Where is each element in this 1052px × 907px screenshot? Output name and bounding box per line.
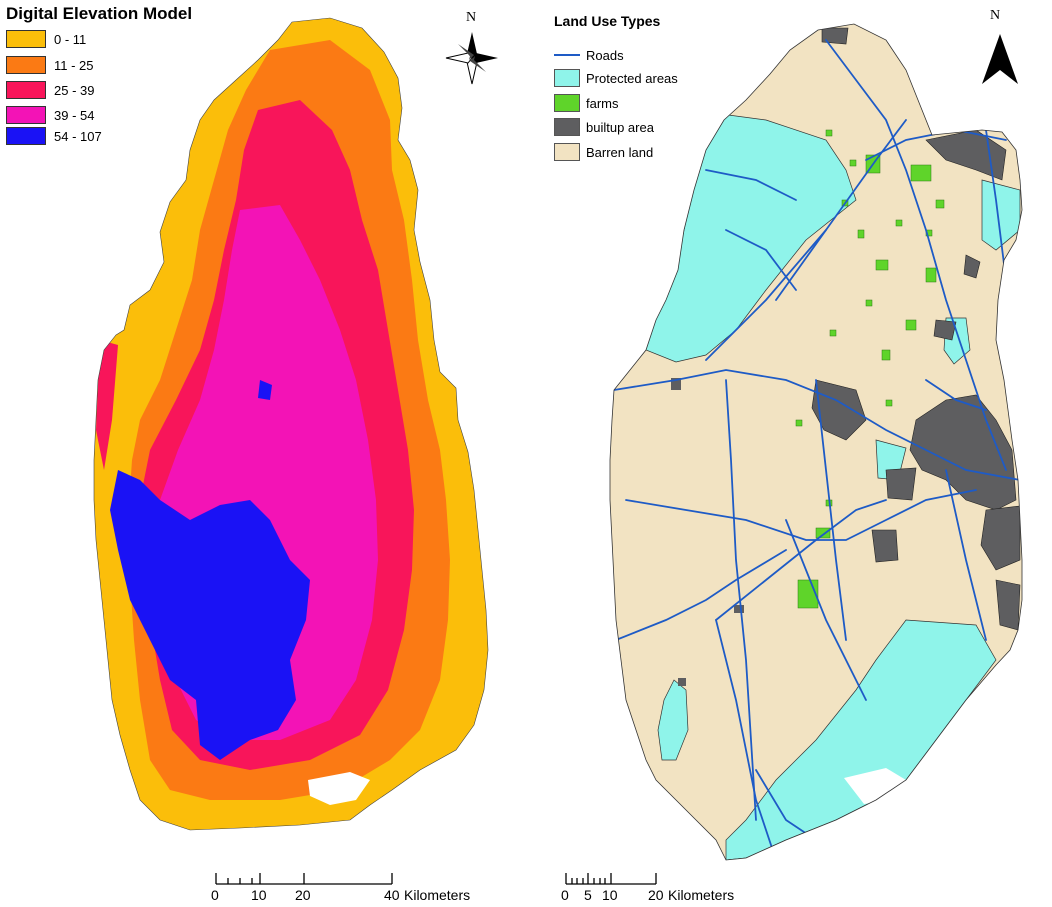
dem-legend-label: 0 - 11 — [54, 31, 87, 47]
landuse-builtup-doha — [909, 394, 1017, 511]
dem-legend-swatch — [6, 106, 46, 124]
landuse-scale-tick-0: 0 — [561, 887, 569, 903]
dem-scale-tick-0: 0 — [211, 887, 219, 903]
landuse-north-label: N — [990, 8, 1001, 23]
dem-scale-bar — [215, 873, 393, 885]
dem-legend-item: 25 - 39 — [6, 81, 94, 99]
landuse-scale-bar — [565, 873, 657, 885]
landuse-scale-tick-5: 5 — [584, 887, 592, 903]
landuse-scale-unit: Kilometers — [668, 887, 735, 903]
landuse-legend-swatch — [554, 69, 580, 87]
landuse-scale-tick-10: 10 — [602, 887, 618, 903]
landuse-builtup-area — [734, 605, 744, 613]
landuse-legend-item-barren: Barren land — [554, 143, 653, 161]
dem-legend-swatch — [6, 56, 46, 74]
road-line-icon — [554, 46, 580, 64]
dem-legend-label: 11 - 25 — [54, 57, 94, 73]
dem-legend-label: 39 - 54 — [54, 107, 95, 123]
landuse-scale-tick-20: 20 — [648, 887, 664, 903]
dem-class-54-107 — [110, 470, 310, 760]
landuse-builtup-area — [995, 579, 1021, 631]
landuse-legend-swatch — [554, 143, 580, 161]
dem-legend-label: 25 - 39 — [54, 82, 95, 98]
dem-legend-item: 39 - 54 — [6, 106, 94, 124]
landuse-north-arrow-icon — [982, 34, 1018, 84]
landuse-legend-label: builtup area — [586, 119, 654, 135]
landuse-legend-item-protected: Protected areas — [554, 69, 678, 87]
dem-west-ridge — [96, 340, 118, 470]
dem-map-panel: Digital Elevation Model 0 - 11 11 - 25 2… — [6, 4, 498, 903]
dem-khor-al-adaid-bay — [308, 772, 370, 805]
landuse-roads — [613, 39, 1021, 860]
dem-legend-swatch — [6, 127, 46, 145]
landuse-builtup-area — [671, 378, 681, 390]
landuse-builtup-area — [871, 529, 899, 563]
landuse-map — [565, 23, 1023, 885]
dem-scale-tick-40: 40 — [384, 887, 400, 903]
dem-legend-swatch — [6, 81, 46, 99]
landuse-legend-swatch — [554, 118, 580, 136]
dem-highpoint-patch — [258, 380, 272, 400]
landuse-protected-area-southwest — [657, 679, 689, 761]
landuse-legend-label: Protected areas — [586, 70, 678, 86]
dem-scale-tick-10: 10 — [251, 887, 267, 903]
landuse-builtup-area — [963, 254, 981, 279]
dem-legend-item: 0 - 11 — [6, 30, 86, 48]
dem-scale-unit: Kilometers — [404, 887, 471, 903]
dem-scale-tick-20: 20 — [295, 887, 311, 903]
landuse-legend-item-builtup: builtup area — [554, 118, 654, 136]
landuse-builtup-area — [980, 505, 1021, 571]
dem-legend-label: 54 - 107 — [54, 128, 102, 144]
landuse-legend-label: Barren land — [586, 144, 654, 160]
landuse-builtup-area — [678, 678, 686, 686]
landuse-builtup-area — [933, 319, 957, 341]
landuse-protected-area-northeast — [981, 179, 1021, 251]
landuse-legend-label: Roads — [586, 47, 624, 63]
landuse-legend-swatch — [554, 94, 580, 112]
dem-north-label: N — [466, 10, 477, 25]
dem-legend-item: 54 - 107 — [6, 127, 102, 145]
dem-north-arrow-icon — [445, 32, 498, 85]
landuse-legend-title: Land Use Types — [554, 13, 661, 29]
landuse-legend-item-roads: Roads — [554, 46, 624, 64]
dem-map — [93, 17, 498, 885]
landuse-builtup-area — [885, 467, 917, 501]
dem-legend-item: 11 - 25 — [6, 56, 94, 74]
dem-legend-title: Digital Elevation Model — [6, 4, 193, 23]
landuse-legend-item-farms: farms — [554, 94, 619, 112]
dem-legend-swatch — [6, 30, 46, 48]
landuse-map-panel: Land Use Types Roads Protected areas far… — [526, 0, 1052, 907]
landuse-khor-al-adaid-bay — [844, 768, 906, 804]
landuse-legend-label: farms — [586, 95, 619, 111]
landuse-builtup-area — [821, 27, 849, 45]
